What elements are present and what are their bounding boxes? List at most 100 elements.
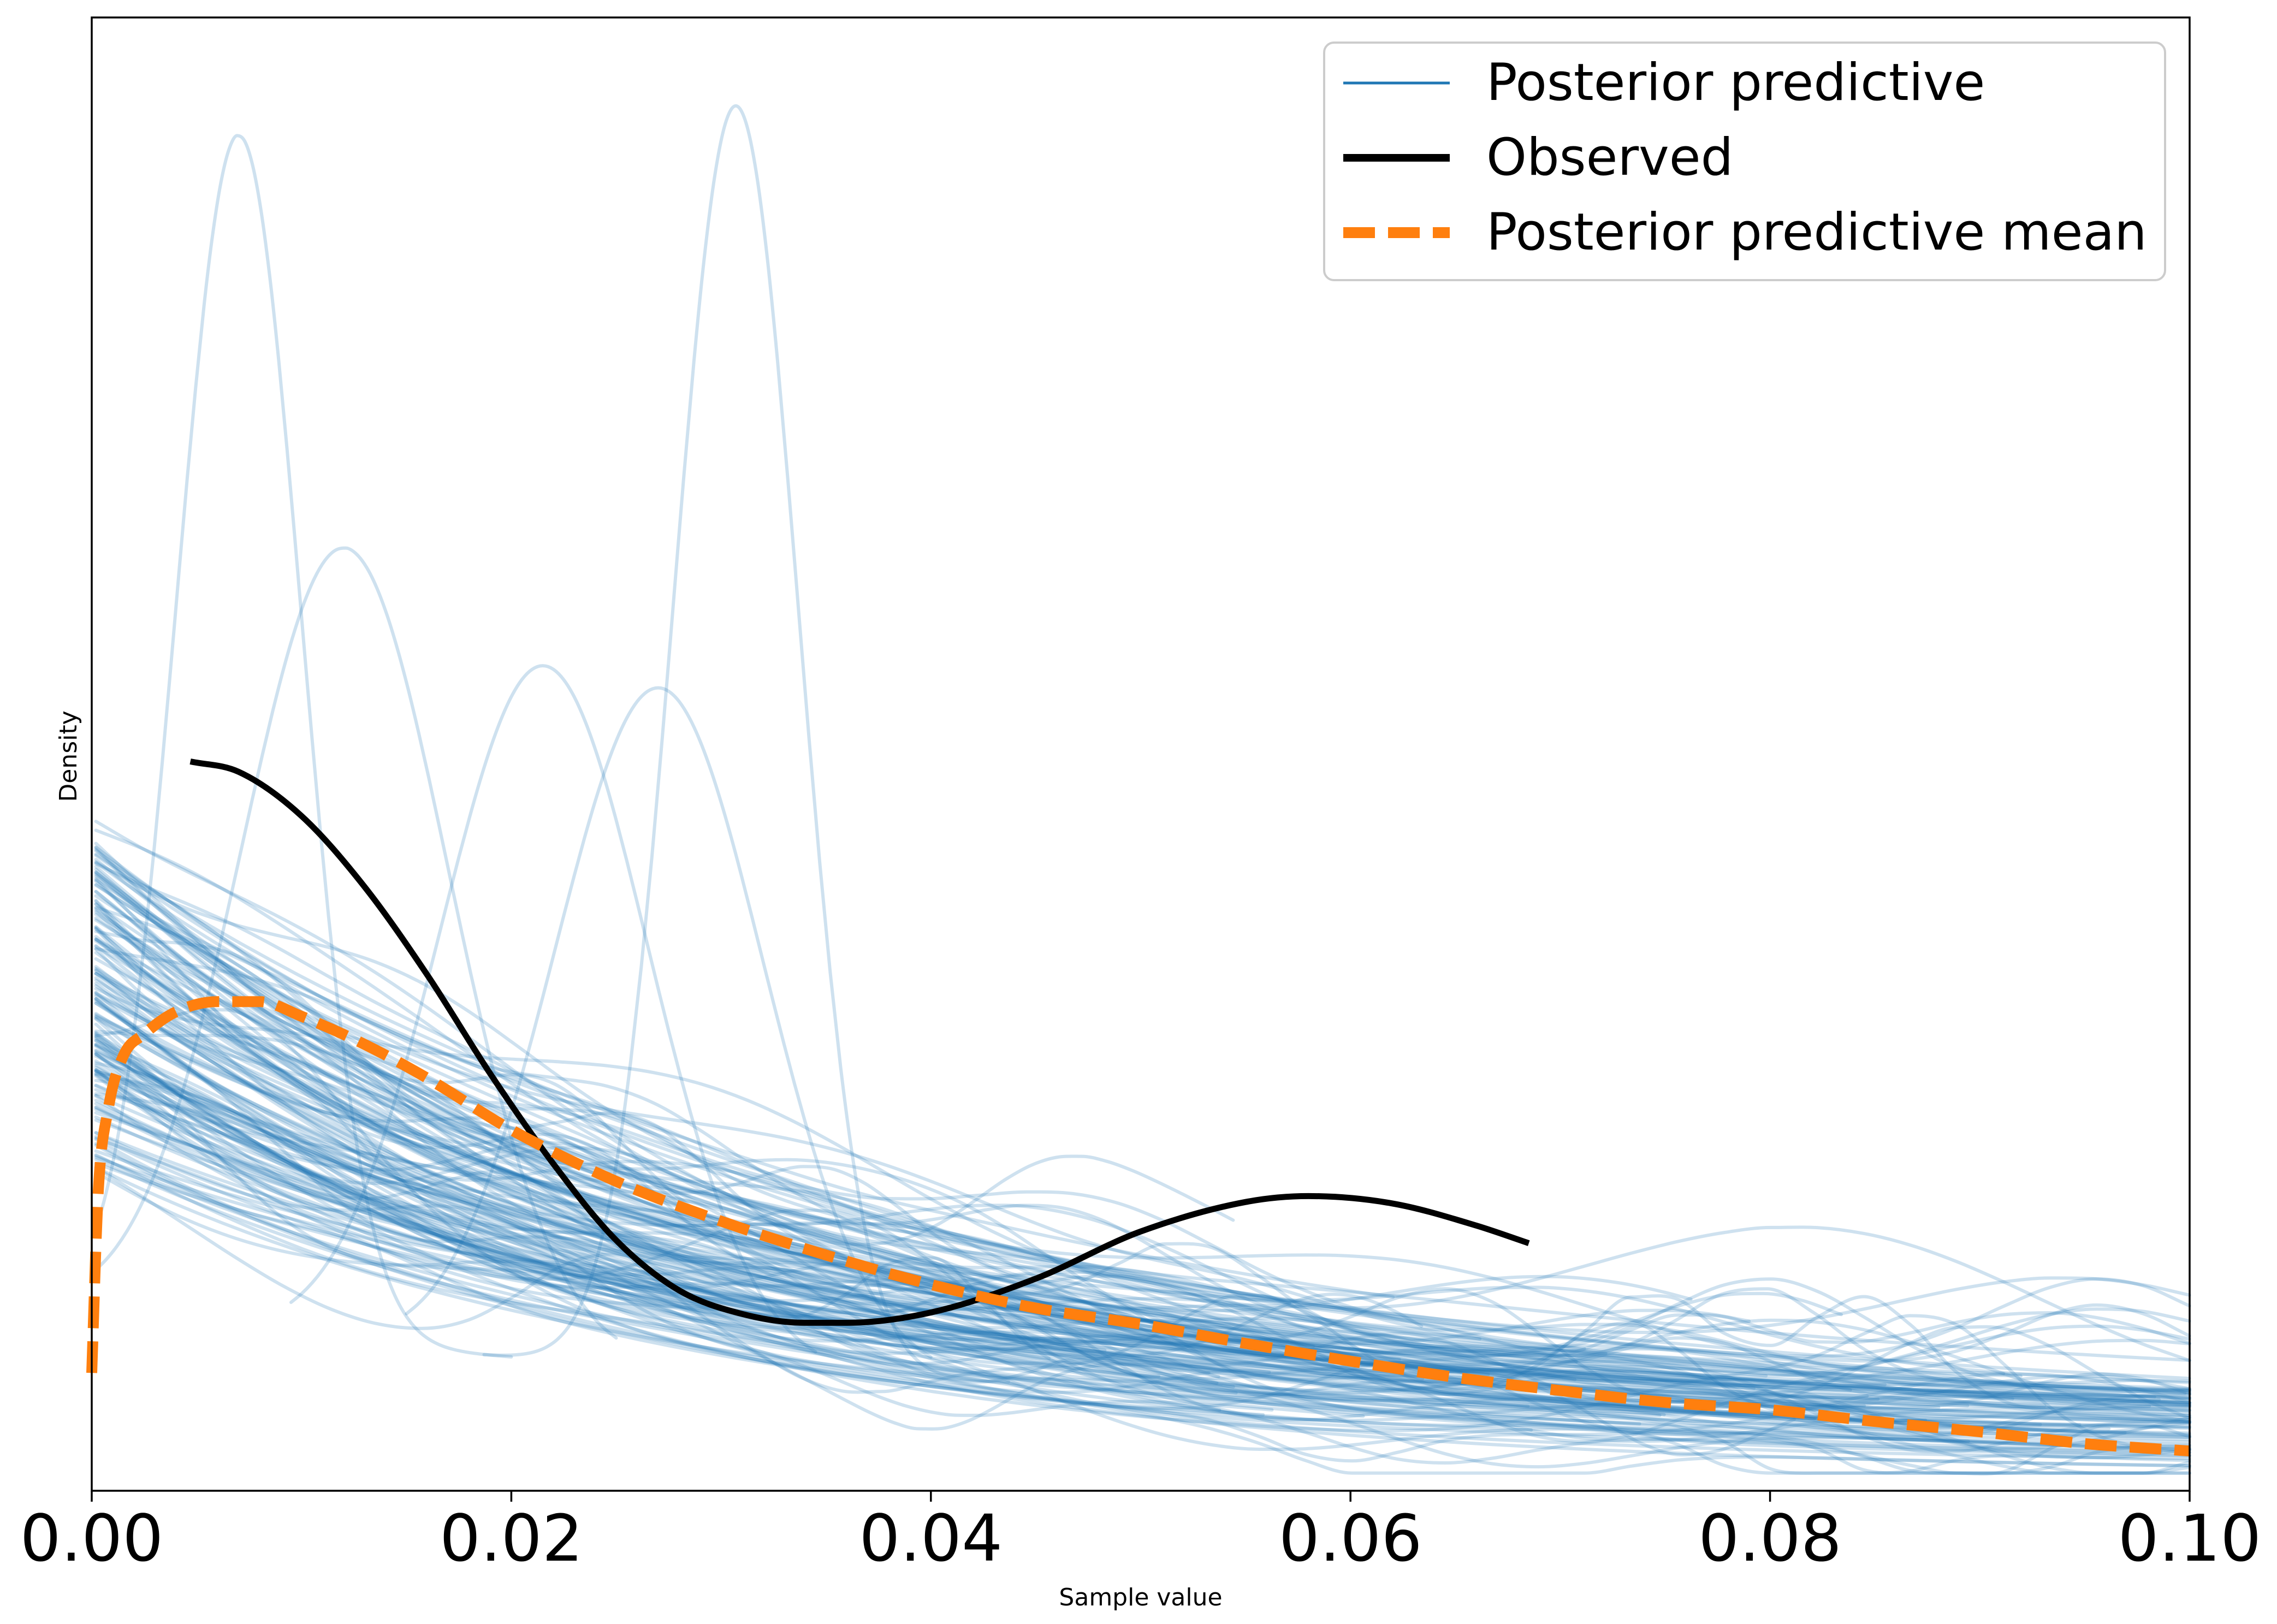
posterior-predictive-curve [94, 1035, 2191, 1447]
posterior-predictive-curve [94, 1161, 2191, 1437]
posterior-predictive-curve [94, 947, 2191, 1408]
legend-observed-label: Observed [1486, 128, 1733, 187]
posterior-predictive-curve [94, 1073, 2191, 1461]
x-tick-label: 0.04 [859, 1501, 1003, 1576]
posterior-predictive-curve [94, 898, 2191, 1418]
posterior-predictive-curve [94, 1111, 2151, 1422]
legend: Posterior predictive Observed Posterior … [1323, 42, 2166, 281]
posterior-predictive-curve [94, 927, 2163, 1454]
posterior-predictive-curve [94, 1153, 1641, 1426]
posterior-predictive-curve [94, 1037, 2191, 1455]
posterior-predictive-curve [94, 1059, 2191, 1388]
posterior-predictive-curve [94, 1136, 1662, 1418]
posterior-predictive-curve [94, 1030, 2191, 1439]
posterior-predictive-curve [94, 971, 2191, 1335]
posterior-predictive-curve [94, 1115, 2191, 1442]
posterior-predictive-curve [94, 1069, 1424, 1358]
posterior-predictive-curve [94, 1017, 2191, 1468]
posterior-predictive-curve [94, 1131, 2191, 1475]
posterior-predictive-curve [94, 894, 1578, 1364]
y-axis-label: Density [55, 710, 82, 802]
posterior-predictive-curve [94, 951, 1816, 1421]
posterior-predictive-curve [94, 991, 2191, 1425]
posterior-predictive-mean-curve [86, 996, 2190, 1457]
posterior-predictive-curve [94, 873, 1768, 1378]
posterior-predictive-curve [94, 937, 2191, 1452]
posterior-predictive-curve [94, 1083, 1751, 1346]
posterior-predictive-curve [94, 865, 2191, 1419]
posterior-predictive-curve [94, 997, 2191, 1424]
posterior-predictive-curve [94, 847, 2191, 1475]
x-tick-label: 0.06 [1279, 1501, 1422, 1576]
posterior-predictive-curve [94, 1171, 2191, 1422]
posterior-predictive-curve [94, 862, 2161, 1402]
posterior-predictive-curve [94, 906, 2191, 1404]
posterior-predictive-curve [94, 944, 2191, 1400]
posterior-predictive-curve [94, 972, 2191, 1424]
posterior-predictive-curve [94, 1054, 1887, 1386]
posterior-predictive-curve [94, 918, 2191, 1385]
posterior-predictive-curve [94, 1042, 2191, 1475]
posterior-predictive-curve [94, 1092, 1970, 1443]
posterior-predictive-curve [94, 992, 2191, 1418]
posterior-predictive-curve [94, 875, 2191, 1404]
posterior-predictive-curve [94, 870, 2187, 1395]
posterior-predictive-curve [94, 1135, 2191, 1465]
posterior-predictive-curve [94, 997, 1238, 1395]
posterior-predictive-curve [94, 1033, 2191, 1475]
posterior-predictive-curve [94, 1078, 2191, 1392]
posterior-predictive-curve [94, 1012, 1530, 1408]
posterior-predictive-curve [94, 1069, 2191, 1415]
observed-curve-group [189, 758, 1530, 1326]
posterior-predictive-curve [94, 902, 1586, 1350]
x-axis-ticks: 0.00 0.02 0.04 0.06 0.08 0.10 [20, 1491, 2262, 1576]
posterior-predictive-curve [94, 1039, 1051, 1360]
posterior-predictive-curve [94, 1118, 2191, 1475]
posterior-predictive-curve [94, 1165, 1235, 1389]
posterior-predictive-curve [94, 984, 1482, 1341]
posterior-predictive-curve [94, 1158, 1274, 1417]
posterior-predictive-curve [94, 939, 2191, 1394]
posterior-predictive-curves [94, 104, 2191, 1476]
posterior-predictive-curve [94, 1015, 2191, 1362]
posterior-predictive-curve [94, 1015, 1756, 1390]
posterior-predictive-curve [94, 991, 2191, 1435]
posterior-predictive-curve [94, 860, 2191, 1358]
x-tick-label: 0.10 [2118, 1501, 2262, 1576]
posterior-predictive-curve [94, 999, 2191, 1378]
observed-curve [189, 758, 1530, 1326]
posterior-predictive-curve [405, 686, 933, 1359]
posterior-predictive-curve [94, 1061, 2191, 1399]
legend-posterior-predictive-label: Posterior predictive [1486, 53, 1985, 112]
posterior-predictive-curve [94, 1048, 2191, 1409]
posterior-predictive-curve [94, 1084, 2191, 1420]
posterior-predictive-curve [94, 938, 1235, 1246]
posterior-predictive-curve [94, 1017, 2156, 1399]
x-tick-label: 0.00 [20, 1501, 164, 1576]
x-tick-label: 0.08 [1698, 1501, 1842, 1576]
posterior-predictive-curve [94, 1154, 2191, 1444]
posterior-predictive-curve [94, 852, 1395, 1299]
posterior-predictive-curve [94, 1044, 2191, 1476]
posterior-predictive-curve [94, 1051, 2191, 1454]
legend-box [1323, 42, 2166, 281]
posterior-predictive-curve [94, 1044, 1970, 1408]
posterior-predictive-curve [94, 134, 513, 1359]
posterior-predictive-curve [289, 664, 817, 1354]
posterior-predictive-curve [94, 1143, 1533, 1432]
posterior-predictive-curve [94, 1131, 1271, 1394]
posterior-predictive-curve [94, 908, 1315, 1348]
posterior-predictive-curve [94, 1065, 2191, 1423]
posterior-predictive-curve [94, 877, 2191, 1430]
posterior-predictive-curve [94, 1088, 2006, 1376]
posterior-predictive-curve [94, 1094, 2127, 1435]
posterior-predictive-curve [94, 1068, 1211, 1374]
x-axis-label: Sample value [1059, 1584, 1222, 1611]
posterior-predictive-mean-group [86, 996, 2190, 1457]
posterior-predictive-curve [94, 1042, 1365, 1418]
posterior-predictive-curve [94, 878, 2191, 1362]
posterior-predictive-curve [94, 845, 2191, 1363]
posterior-predictive-curve [94, 945, 2191, 1400]
posterior-predictive-curve [94, 1035, 1220, 1431]
